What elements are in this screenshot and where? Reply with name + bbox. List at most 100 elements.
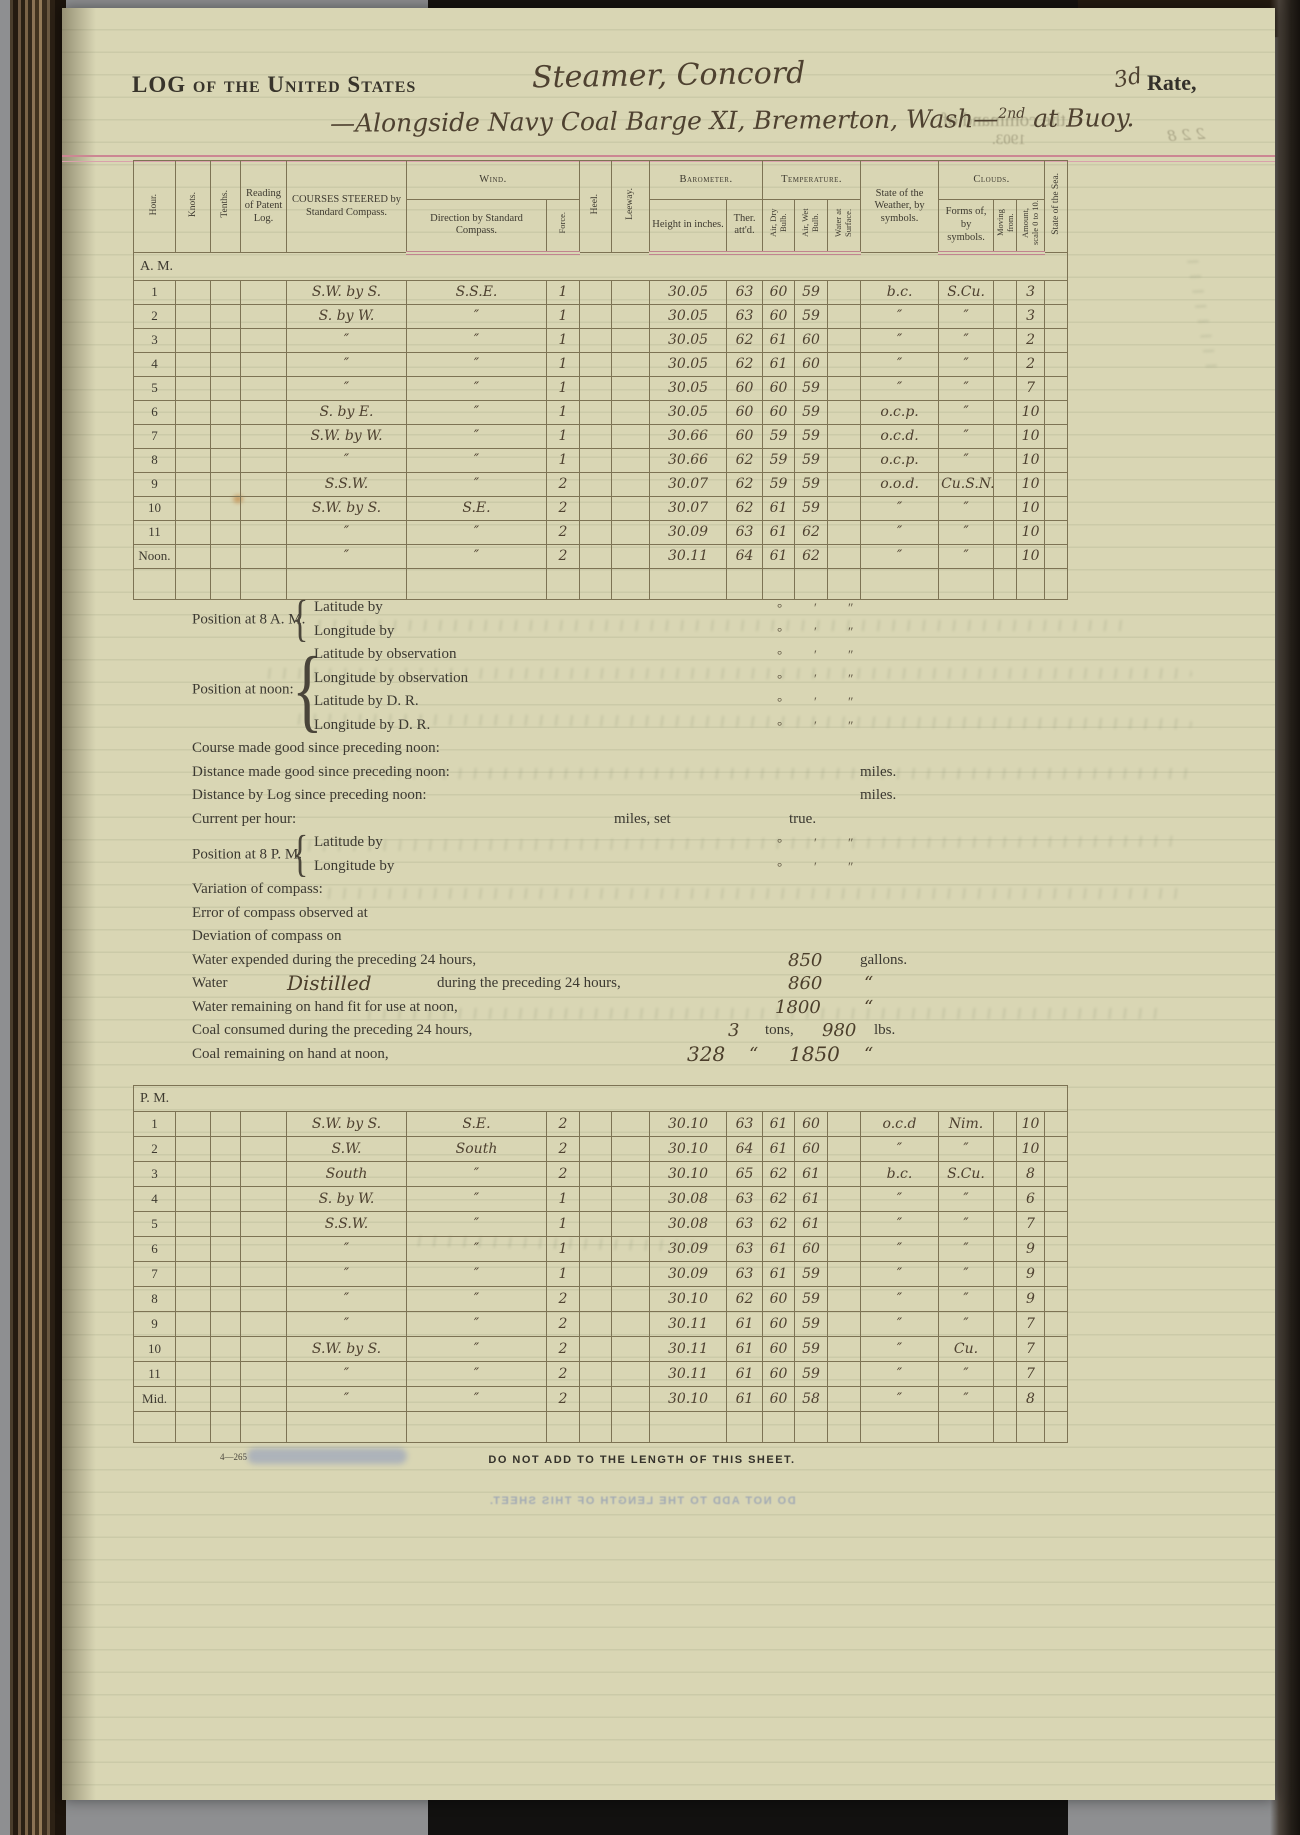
cell-weather: o.o.d. [860, 471, 940, 497]
cell-knots [175, 327, 211, 353]
location-suffix: at Buoy. [1025, 103, 1135, 133]
position-8pm-label: Position at 8 P. M. [192, 846, 303, 862]
am-log-table: Hour. Knots. Tenths. Reading of Patent L… [132, 159, 1069, 600]
cell-wind-direction: ″ [406, 351, 547, 377]
am-log-row: 10 S.W. by S. S.E. 2 30.07 62 61 59 [133, 495, 1069, 521]
cell-heel [579, 447, 613, 473]
cell-course: ″ [286, 1261, 407, 1287]
cell-clouds-moving [993, 1161, 1017, 1187]
cell-sea [1044, 375, 1069, 401]
position-8pm-group: Position at 8 P. M. { Latitude by ° ′ ″ Lon… [192, 826, 854, 882]
am-log-row: 8 ″ ″ 1 30.66 62 59 59 o.c [133, 447, 1069, 473]
cell-ther-attd: 62 [726, 471, 764, 497]
cell-weather: ″ [860, 1236, 939, 1262]
pm-label: P. M. [132, 1085, 1069, 1112]
cell-air-wet: 59 [794, 1361, 828, 1387]
cell-air-wet: 58 [794, 1386, 828, 1412]
course-made-good-row: Course made good since preceding noon: [192, 740, 440, 756]
cell-knots [175, 519, 211, 545]
cell-clouds-moving [993, 1286, 1017, 1312]
log-page: the command of 1903. 2 2 8 LOG of the Un… [62, 8, 1275, 1800]
cell-clouds-moving [993, 1136, 1017, 1162]
cell-clouds-forms: ″ [938, 423, 995, 449]
water-expended-row: Water expended during the preceding 24 h… [192, 949, 908, 971]
cell-knots [175, 1136, 211, 1162]
cell-weather: ″ [860, 1311, 939, 1337]
cell-wind-direction: ″ [406, 303, 547, 329]
cell-wind-direction: ″ [406, 1336, 547, 1362]
cell-course: S. by W. [286, 303, 407, 329]
brace: { [292, 826, 309, 882]
cell-ther-attd: 62 [726, 1286, 763, 1312]
col-heel: Heel. [579, 159, 613, 254]
location-superscript: 2nd [998, 105, 1026, 122]
cell-weather: ″ [860, 1136, 939, 1162]
am-log-row: 1 S.W. by S. S.S.E. 1 30.05 63 60 59 [133, 279, 1069, 305]
cell-ther-attd: 60 [726, 375, 764, 401]
latitude-by-label: Latitude by [314, 834, 383, 850]
cell-hour: 10 [133, 1336, 176, 1362]
cell-clouds-amount: 10 [1016, 519, 1046, 545]
am-log-row: 9 S.S.W. ″ 2 30.07 62 59 59 [133, 471, 1069, 497]
cell-air-wet: 61 [794, 1186, 828, 1212]
coal-remaining-lbs: 1850 [789, 1041, 840, 1066]
cell-leeway [611, 1361, 650, 1387]
cell-course: ″ [286, 1361, 407, 1387]
lat-dr-label: Latitude by D. R. [314, 693, 419, 709]
cell-clouds-forms: ″ [938, 303, 995, 329]
cell-ther-attd: 62 [726, 327, 764, 353]
cell-course: S.S.W. [286, 1211, 407, 1237]
cell-leeway [611, 1286, 650, 1312]
pm-log-row: 1 S.W. by S. S.E. 2 30.10 63 61 60 [133, 1111, 1069, 1137]
cell-air-wet: 59 [794, 399, 829, 425]
cell-force: 1 [545, 399, 581, 425]
cell-tenths [210, 471, 241, 497]
cell-air-dry: 59 [762, 471, 796, 497]
cell-sea [1043, 1386, 1069, 1412]
cell-hour: Noon. [133, 543, 176, 569]
cell-ther-attd: 60 [726, 399, 764, 425]
cell-clouds-moving [993, 1111, 1017, 1137]
location-prefix: Alongside Navy Coal Barge XI, Bremerton,… [354, 104, 999, 138]
cell-tenths [210, 351, 241, 377]
brace: { [292, 637, 323, 741]
cell-hour: 8 [133, 1286, 176, 1312]
cell-clouds-amount: 10 [1016, 1136, 1045, 1162]
cell-clouds-forms: ″ [938, 1386, 994, 1412]
cell-clouds-forms: S.Cu. [938, 1161, 994, 1187]
cell-tenths [210, 1386, 241, 1412]
cell-hour: 4 [133, 351, 176, 377]
water-remaining-row: Water remaining on hand fit for use at n… [192, 996, 874, 1018]
cell-clouds-amount: 10 [1016, 543, 1046, 569]
cell-heel [579, 495, 613, 521]
scanner-background-bottom [428, 1797, 1068, 1835]
cell-knots [175, 1236, 211, 1262]
cell-clouds-amount: 3 [1016, 303, 1046, 329]
cell-barometer: 30.10 [649, 1161, 727, 1187]
cell-clouds-amount: 3 [1016, 279, 1046, 305]
col-patent-log: Reading of Patent Log. [240, 159, 287, 254]
cell-weather: ″ [860, 327, 940, 353]
cell-weather: o.c.d. [860, 423, 940, 449]
cell-sea [1044, 303, 1069, 329]
am-log-row: Noon. ″ ″ 2 30.11 64 61 62 [133, 543, 1069, 569]
cell-air-wet: 61 [794, 1211, 828, 1237]
footer-warning: DO NOT ADD TO THE LENGTH OF THIS SHEET. [488, 1454, 796, 1466]
cell-weather: o.c.d [860, 1111, 939, 1137]
cell-clouds-forms: ″ [938, 327, 995, 353]
cell-ther-attd: 63 [726, 303, 764, 329]
cell-ther-attd: 62 [726, 495, 764, 521]
cell-air-wet: 59 [794, 375, 829, 401]
cell-course: ″ [286, 327, 407, 353]
cell-tenths [210, 519, 241, 545]
current-per-hour-row: Current per hour: miles, set true. [192, 810, 817, 827]
cell-clouds-forms: ″ [938, 399, 995, 425]
cell-course: ″ [286, 447, 407, 473]
cell-force: 2 [546, 1161, 580, 1187]
cell-leeway [611, 1236, 650, 1262]
col-air-wet: Air, Wet Bulb. [794, 198, 829, 255]
cell-wind-direction: ″ [406, 1236, 547, 1262]
cell-leeway [611, 1261, 650, 1287]
cell-tenths [210, 327, 241, 353]
cell-weather: ″ [860, 1261, 939, 1287]
